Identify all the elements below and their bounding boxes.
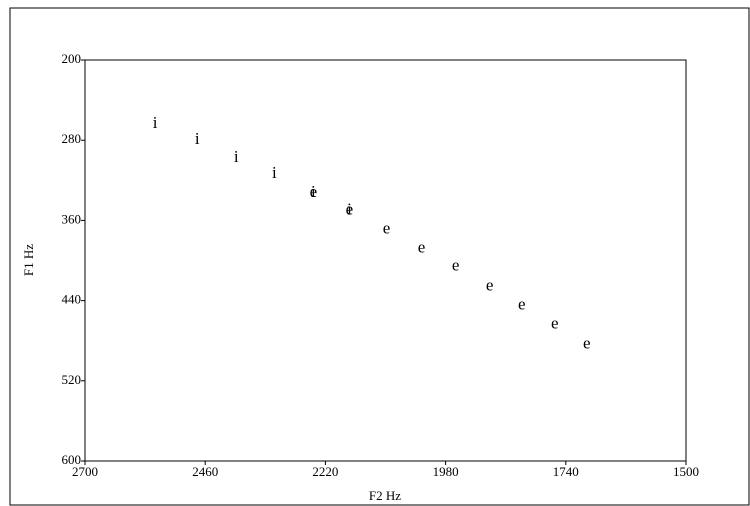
point: e (383, 218, 391, 237)
point: i (195, 129, 200, 148)
y-tick-label: 600 (62, 452, 82, 467)
point: e (486, 275, 494, 294)
x-tick-label: 2700 (72, 464, 98, 479)
y-tick-label: 280 (62, 131, 82, 146)
y-tick-label: 520 (62, 372, 82, 387)
point: i (234, 147, 239, 166)
point: e (583, 334, 591, 353)
point: i (311, 182, 316, 201)
point: e (518, 295, 526, 314)
x-tick-label: 1980 (433, 464, 459, 479)
y-tick-label: 440 (62, 292, 82, 307)
point: e (551, 314, 559, 333)
point: e (452, 255, 460, 274)
y-axis-label: F1 Hz (21, 244, 36, 276)
x-axis-label: F2 Hz (369, 488, 401, 503)
point: e (418, 237, 426, 256)
point: e (310, 182, 318, 201)
point: i (347, 199, 352, 218)
x-tick-label: 2220 (312, 464, 338, 479)
frame (9, 7, 750, 506)
point: i (153, 113, 158, 132)
x-tick-label: 1500 (673, 464, 699, 479)
plot-area (84, 59, 687, 462)
point: i (272, 163, 277, 182)
x-tick-label: 1740 (553, 464, 579, 479)
y-tick-label: 200 (62, 51, 82, 66)
x-tick-label: 2460 (192, 464, 218, 479)
y-tick-label: 360 (62, 211, 82, 226)
point: e (346, 199, 354, 218)
